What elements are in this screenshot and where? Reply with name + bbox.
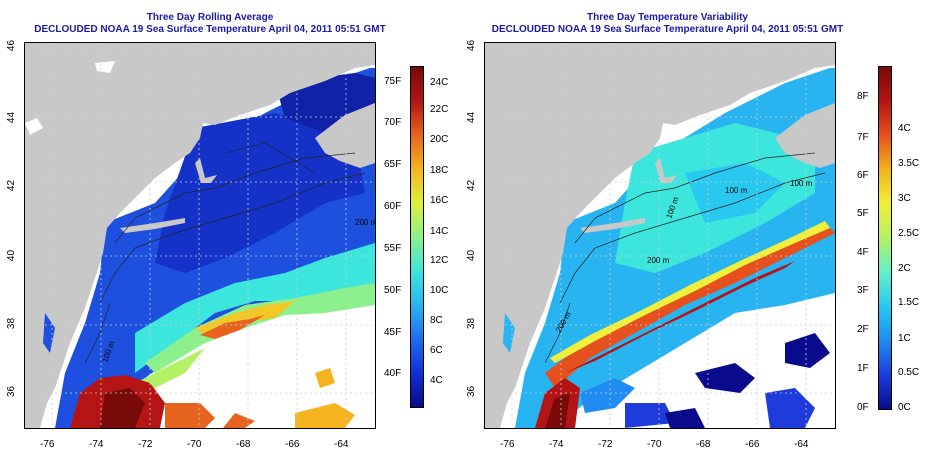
left-title-line2: DECLOUDED NOAA 19 Sea Surface Temperatur… xyxy=(34,24,386,35)
right-y-tick: 40 xyxy=(466,249,478,262)
left-y-tick: 46 xyxy=(6,39,18,52)
right-cbar-c: 2.5C xyxy=(898,228,920,239)
left-colorbar xyxy=(410,66,424,408)
right-title-line1: Three Day Temperature Variability xyxy=(587,12,748,23)
right-y-tick: 46 xyxy=(466,39,478,52)
left-cbar-f: 60F xyxy=(384,201,402,212)
right-cbar-c: 1.5C xyxy=(898,297,920,308)
right-x-tick: -64 xyxy=(794,439,809,450)
right-cbar-f: 2F xyxy=(857,324,869,335)
left-cbar-c: 6C xyxy=(430,345,443,356)
left-y-tick: 44 xyxy=(6,111,18,124)
right-cbar-f: 0F xyxy=(857,402,869,413)
left-y-tick: 38 xyxy=(6,317,18,330)
right-colorbar xyxy=(878,66,892,410)
left-sst-map: 100 m 200 m xyxy=(24,42,376,429)
left-cbar-c: 12C xyxy=(430,255,449,266)
left-cbar-f: 65F xyxy=(384,159,402,170)
right-y-tick: 38 xyxy=(466,317,478,330)
right-cbar-c: 3.5C xyxy=(898,158,920,169)
left-title-line1: Three Day Rolling Average xyxy=(146,12,274,23)
right-cbar-c: 1C xyxy=(898,333,911,344)
left-x-tick: -64 xyxy=(334,439,349,450)
right-cbar-c: 0.5C xyxy=(898,367,920,378)
right-cbar-c: 4C xyxy=(898,123,911,134)
right-contour-label-4: 100 m xyxy=(725,186,748,195)
right-y-tick: 44 xyxy=(466,111,478,124)
left-y-tick: 42 xyxy=(6,179,18,192)
left-contour-label-2: 200 m xyxy=(355,218,375,227)
right-contour-label-5: 100 m xyxy=(790,179,813,188)
right-x-tick: -70 xyxy=(647,439,662,450)
left-cbar-f: 40F xyxy=(384,368,402,379)
left-y-tick: 40 xyxy=(6,249,18,262)
right-y-tick: 42 xyxy=(466,179,478,192)
left-x-tick: -68 xyxy=(236,439,251,450)
left-x-tick: -70 xyxy=(187,439,202,450)
right-variability-map: 200 m 200 m 100 m 100 m 100 m xyxy=(484,42,836,429)
left-sst-map-graphic: 100 m 200 m xyxy=(25,43,375,428)
left-cbar-c: 20C xyxy=(430,134,449,145)
right-cbar-f: 1F xyxy=(857,363,869,374)
left-cbar-c: 8C xyxy=(430,315,443,326)
right-contour-label-1: 200 m xyxy=(647,256,670,265)
right-cbar-f: 4F xyxy=(857,247,869,258)
right-cbar-c: 0C xyxy=(898,402,911,413)
right-cbar-c: 2C xyxy=(898,263,911,274)
right-cbar-c: 3C xyxy=(898,193,911,204)
left-cbar-c: 14C xyxy=(430,226,449,237)
right-x-tick: -68 xyxy=(696,439,711,450)
left-cbar-c: 22C xyxy=(430,104,449,115)
left-cbar-c: 18C xyxy=(430,165,449,176)
left-cbar-f: 50F xyxy=(384,285,402,296)
left-y-tick: 36 xyxy=(6,385,18,398)
right-cbar-f: 3F xyxy=(857,285,869,296)
right-x-tick: -66 xyxy=(745,439,760,450)
left-x-tick: -66 xyxy=(285,439,300,450)
left-cbar-f: 45F xyxy=(384,327,402,338)
right-cbar-f: 5F xyxy=(857,208,869,219)
right-x-tick: -72 xyxy=(598,439,613,450)
left-cbar-c: 24C xyxy=(430,77,449,88)
left-cbar-c: 10C xyxy=(430,285,449,296)
right-variability-map-graphic: 200 m 200 m 100 m 100 m 100 m xyxy=(485,43,835,428)
right-x-tick: -76 xyxy=(500,439,515,450)
left-x-tick: -72 xyxy=(138,439,153,450)
right-title-line2: DECLOUDED NOAA 19 Sea Surface Temperatur… xyxy=(491,24,844,35)
right-x-tick: -74 xyxy=(549,439,564,450)
left-x-tick: -76 xyxy=(40,439,55,450)
left-x-tick: -74 xyxy=(89,439,104,450)
right-cbar-f: 6F xyxy=(857,170,869,181)
left-cbar-f: 75F xyxy=(384,76,402,87)
left-cbar-c: 16C xyxy=(430,195,449,206)
right-y-tick: 36 xyxy=(466,385,478,398)
left-cbar-f: 70F xyxy=(384,117,402,128)
left-cbar-c: 4C xyxy=(430,375,443,386)
right-cbar-f: 7F xyxy=(857,132,869,143)
left-cbar-f: 55F xyxy=(384,243,402,254)
right-cbar-f: 8F xyxy=(857,91,869,102)
